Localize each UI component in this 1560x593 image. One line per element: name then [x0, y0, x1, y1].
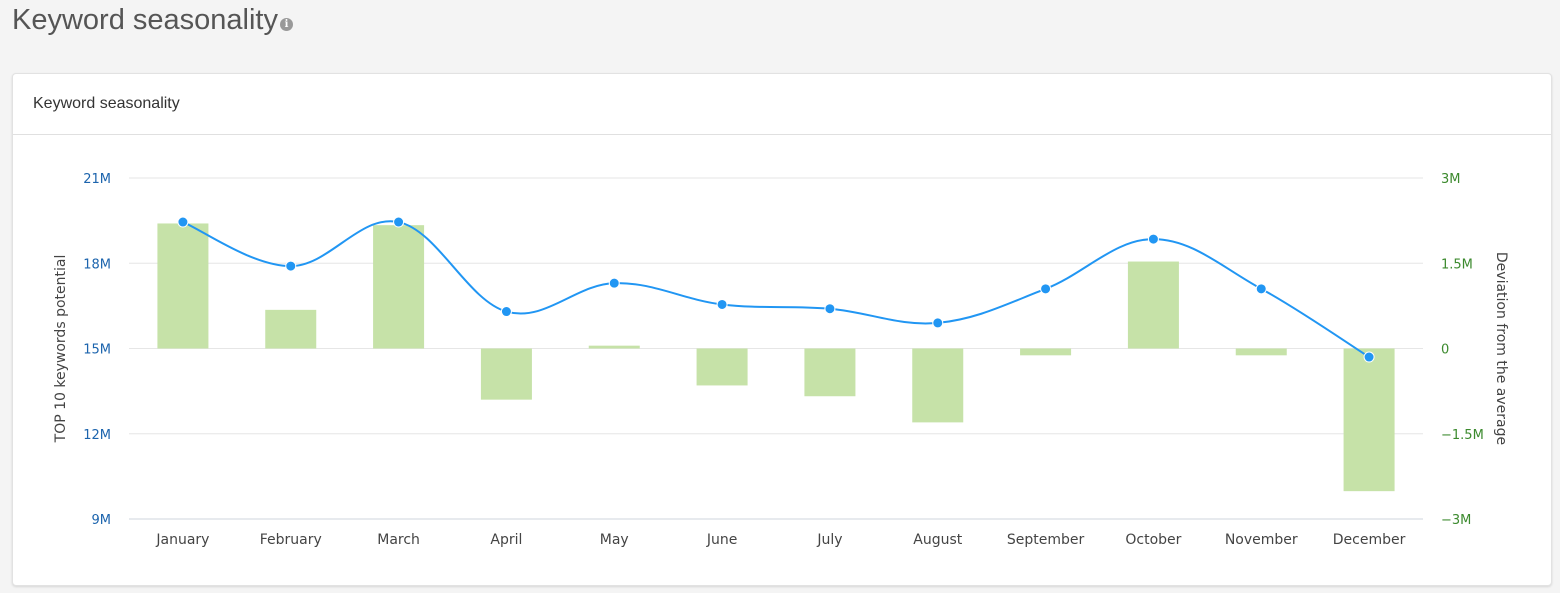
potential-point — [932, 317, 944, 329]
deviation-bar — [1020, 348, 1072, 356]
right-axis-tick-label: 3M — [1441, 172, 1461, 187]
page-title: Keyword seasonality i — [12, 4, 293, 37]
deviation-bar — [1235, 348, 1287, 356]
potential-point — [716, 298, 728, 310]
seasonality-chart: 21M 18M 15M 12M 9M 3M 1.5M 0 −1.5M −3M TOP 10 keyw… — [53, 172, 1509, 548]
right-axis-tick-label: −3M — [1441, 513, 1471, 528]
deviation-bar — [480, 348, 532, 400]
deviation-bar — [157, 223, 209, 349]
potential-point — [1255, 283, 1267, 295]
deviation-bar — [1343, 348, 1395, 492]
x-axis-category-label: August — [913, 532, 963, 548]
deviation-bar — [588, 345, 640, 349]
left-axis-tick-label: 9M — [92, 513, 112, 528]
potential-point — [177, 216, 189, 228]
deviation-bar — [265, 309, 317, 349]
potential-point — [608, 277, 620, 289]
potential-point — [500, 306, 512, 318]
deviation-bar — [912, 348, 964, 423]
deviation-bar — [696, 348, 748, 386]
x-axis-category-label: February — [260, 532, 322, 548]
potential-point — [1363, 351, 1375, 363]
potential-point — [285, 260, 297, 272]
left-axis-tick-label: 18M — [83, 257, 111, 272]
x-axis-category-label: March — [377, 532, 420, 548]
right-axis-tick-label: 0 — [1441, 343, 1449, 358]
potential-point — [1147, 233, 1159, 245]
x-axis-category-label: July — [816, 532, 842, 548]
right-axis-tick-label: 1.5M — [1441, 257, 1473, 272]
x-axis-category-label: October — [1125, 532, 1181, 548]
card-header: Keyword seasonality — [13, 74, 1551, 135]
x-axis-category-label: June — [706, 532, 738, 548]
x-axis-category-label: November — [1225, 532, 1298, 548]
card-title: Keyword seasonality — [33, 95, 180, 112]
deviation-bar — [1127, 261, 1179, 349]
left-axis-tick-label: 21M — [83, 172, 111, 187]
x-axis-category-label: September — [1007, 532, 1085, 548]
x-axis-category-label: May — [600, 532, 629, 548]
x-axis-category-label: January — [155, 532, 209, 548]
deviation-bar — [373, 225, 425, 349]
right-axis-title: Deviation from the average — [1493, 252, 1509, 445]
right-axis-tick-label: −1.5M — [1441, 428, 1484, 443]
potential-line — [182, 220, 1370, 358]
potential-point — [1040, 283, 1052, 295]
x-axis-category-label: April — [490, 532, 522, 548]
x-axis-category-label: December — [1333, 532, 1406, 548]
deviation-bar — [804, 348, 856, 397]
potential-point — [393, 216, 405, 228]
left-axis-tick-label: 12M — [83, 428, 111, 443]
page-title-text: Keyword seasonality — [12, 4, 278, 36]
left-axis-title: TOP 10 keywords potential — [53, 255, 69, 444]
left-axis-tick-label: 15M — [83, 343, 111, 358]
seasonality-card: Keyword seasonality 21M 18M 15M 12M 9M 3M 1.5M… — [12, 73, 1552, 586]
info-icon[interactable]: i — [279, 18, 293, 31]
potential-point — [824, 303, 836, 315]
